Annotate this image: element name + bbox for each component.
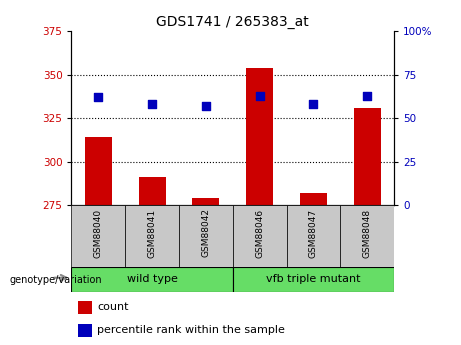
Bar <box>78 300 92 314</box>
Bar <box>71 267 233 292</box>
Bar <box>287 205 340 267</box>
Text: GSM88047: GSM88047 <box>309 208 318 257</box>
Point <box>364 93 371 98</box>
Text: percentile rank within the sample: percentile rank within the sample <box>97 325 285 335</box>
Title: GDS1741 / 265383_at: GDS1741 / 265383_at <box>156 14 309 29</box>
Bar <box>354 108 381 205</box>
Point <box>256 93 263 98</box>
Bar <box>300 193 327 205</box>
Bar <box>139 177 165 205</box>
Bar <box>193 198 219 205</box>
Text: GSM88040: GSM88040 <box>94 208 103 257</box>
Bar <box>246 68 273 205</box>
Bar <box>233 205 287 267</box>
Text: genotype/variation: genotype/variation <box>9 275 102 285</box>
Point <box>310 101 317 107</box>
Bar <box>71 205 125 267</box>
Bar <box>340 205 394 267</box>
Bar <box>179 205 233 267</box>
Text: GSM88048: GSM88048 <box>363 208 372 257</box>
Point <box>202 103 210 109</box>
Bar <box>233 267 394 292</box>
Text: wild type: wild type <box>127 275 177 284</box>
Bar <box>125 205 179 267</box>
Text: GSM88041: GSM88041 <box>148 208 157 257</box>
Text: vfb triple mutant: vfb triple mutant <box>266 275 361 284</box>
Text: count: count <box>97 302 129 312</box>
Point <box>148 101 156 107</box>
Text: GSM88046: GSM88046 <box>255 208 264 257</box>
Bar <box>78 324 92 337</box>
Point <box>95 95 102 100</box>
Bar <box>85 137 112 205</box>
Text: GSM88042: GSM88042 <box>201 208 210 257</box>
